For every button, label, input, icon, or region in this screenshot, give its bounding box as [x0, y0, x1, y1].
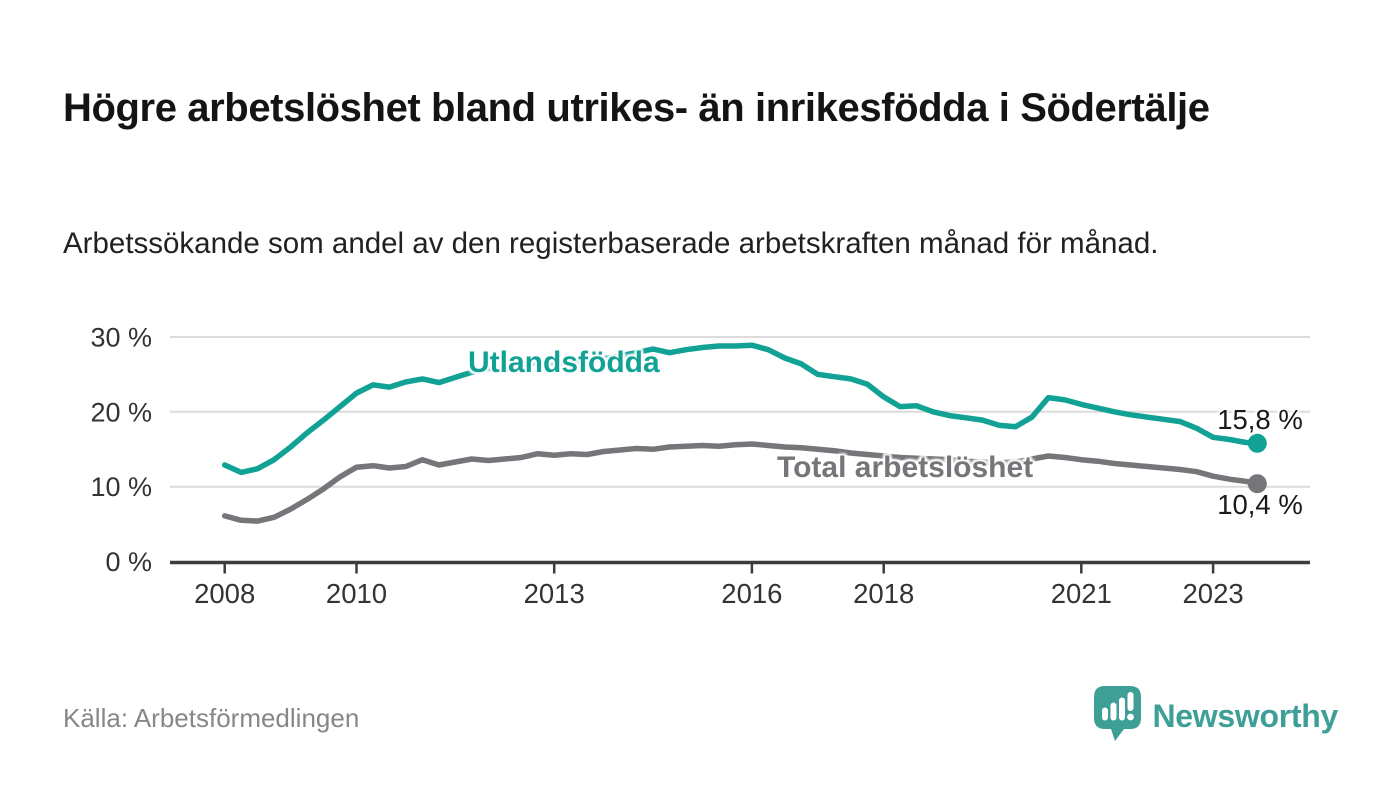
x-axis-tick-label: 2023	[1183, 578, 1244, 609]
source-note: Källa: Arbetsförmedlingen	[63, 703, 360, 733]
y-axis-tick-label: 20 %	[90, 397, 152, 427]
x-axis-tick-label: 2010	[326, 578, 387, 609]
x-axis-tick-label: 2013	[524, 578, 585, 609]
line-total	[221, 441, 1261, 524]
series-label-utlandsfodda: Utlandsfödda	[468, 346, 660, 379]
page-title: Högre arbetslöshet bland utrikes- än inr…	[63, 85, 1210, 130]
brand-logo: Newsworthy	[1093, 685, 1339, 747]
end-dot-utlandsfodda	[1247, 433, 1267, 453]
y-axis-tick-label: 0 %	[105, 547, 152, 577]
x-axis-tick-label: 2021	[1051, 578, 1112, 609]
line-utlandsfodda	[221, 342, 1261, 476]
page-subtitle: Arbetssökande som andel av den registerb…	[63, 226, 1159, 260]
x-axis-tick-label: 2018	[853, 578, 914, 609]
newsworthy-speech-bubble-chart-icon	[1093, 685, 1142, 747]
series-label-total-arbetsloshet: Total arbetslöshet	[777, 451, 1034, 484]
end-dot-total	[1247, 474, 1267, 494]
end-value-label-utlandsfodda: 15,8 %	[1217, 404, 1303, 435]
x-axis-tick-label: 2008	[194, 578, 255, 609]
brand-wordmark: Newsworthy	[1152, 697, 1339, 734]
x-axis-tick-label: 2016	[721, 578, 782, 609]
end-value-label-total: 10,4 %	[1217, 489, 1303, 520]
y-axis-tick-label: 10 %	[90, 472, 152, 502]
y-axis-tick-label: 30 %	[90, 323, 152, 353]
